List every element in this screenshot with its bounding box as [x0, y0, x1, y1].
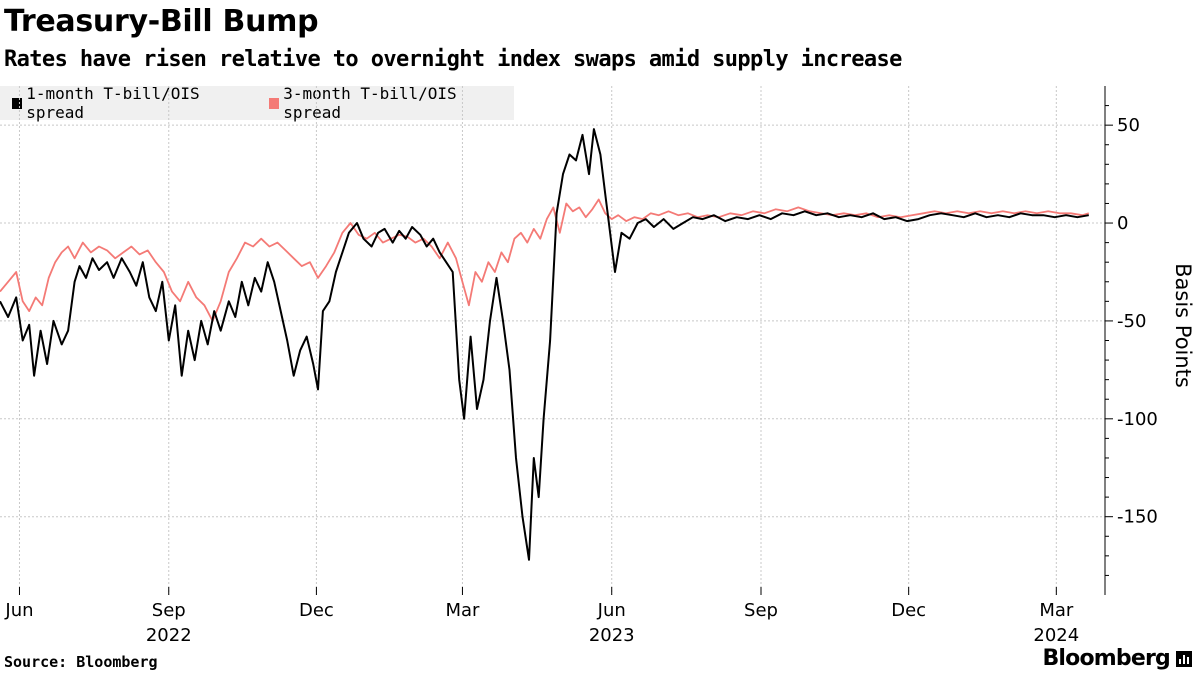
legend-label-1m: 1-month T-bill/OIS spread — [26, 84, 200, 122]
bloomberg-terminal-icon — [1176, 650, 1192, 667]
brand-logo: Bloomberg — [1042, 646, 1192, 671]
x-tick-label: Dec — [299, 600, 334, 621]
y-tick-label: -100 — [1117, 409, 1158, 430]
source-note: Source: Bloomberg — [4, 653, 158, 671]
x-tick-label: Jun — [597, 600, 626, 621]
chart-subtitle: Rates have risen relative to overnight i… — [4, 47, 902, 72]
y-tick-label: 0 — [1117, 213, 1128, 234]
x-tick-label: Mar — [445, 600, 480, 621]
axes: 50 0 -50 -100 -150 Jun Sep 2022 Dec Mar Jun 2023 Sep… — [4, 86, 1195, 646]
y-axis-title: Basis Points — [1171, 263, 1195, 388]
legend: 1-month T-bill/OIS spread 3-month T-bill… — [0, 84, 514, 122]
x-year-label: 2023 — [589, 625, 635, 646]
x-year-label: 2024 — [1033, 625, 1079, 646]
x-tick-label: Dec — [891, 600, 926, 621]
legend-swatch-1m — [12, 97, 23, 109]
y-tick-label: 50 — [1117, 115, 1140, 136]
legend-label-3m: 3-month T-bill/OIS spread — [283, 84, 457, 122]
legend-item-1m: 1-month T-bill/OIS spread — [12, 84, 251, 122]
series-line-1m — [0, 128, 1089, 561]
gridlines — [0, 86, 1105, 595]
x-tick-label: Sep — [744, 600, 778, 621]
y-tick-label: -50 — [1117, 311, 1146, 332]
chart-title: Treasury-Bill Bump — [4, 4, 319, 39]
y-tick-label: -150 — [1117, 507, 1158, 528]
legend-item-3m: 3-month T-bill/OIS spread — [269, 84, 508, 122]
x-year-label: 2022 — [146, 625, 192, 646]
x-tick-label: Sep — [152, 600, 186, 621]
brand-name: Bloomberg — [1042, 646, 1170, 671]
x-tick-label: Jun — [4, 600, 33, 621]
series-lines — [0, 128, 1090, 561]
x-tick-label: Mar — [1039, 600, 1074, 621]
legend-swatch-3m — [269, 97, 280, 109]
